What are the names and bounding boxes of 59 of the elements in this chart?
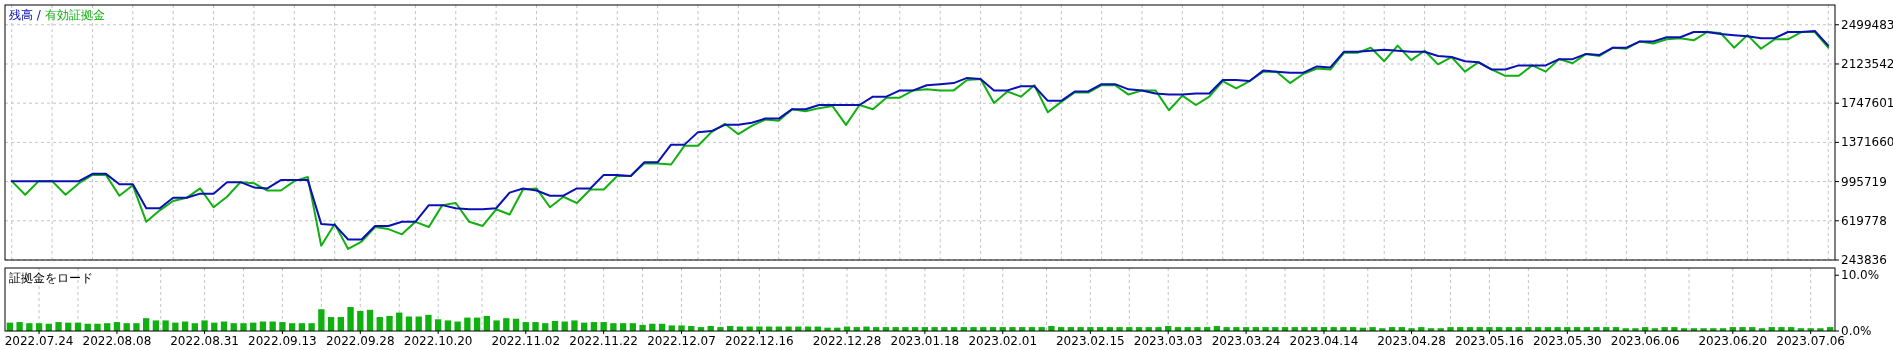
bar: [55, 322, 62, 331]
bar: [201, 320, 208, 331]
y-tick-label: 995719: [1841, 174, 1887, 189]
bar: [357, 310, 364, 331]
bar: [94, 323, 101, 331]
x-tick-label: 2022.07.24: [4, 334, 74, 348]
y-tick-label: 619778: [1841, 213, 1887, 228]
x-tick-label: 2023.04.14: [1289, 334, 1359, 348]
bar: [425, 314, 432, 331]
y-tick-label: 243836: [1841, 253, 1887, 267]
bar: [162, 320, 169, 331]
bar: [16, 322, 23, 331]
bar: [444, 320, 452, 331]
title: 証拠金をロード: [9, 271, 93, 285]
bar: [386, 315, 393, 331]
x-tick-label: 2022.08.31: [170, 334, 239, 348]
bar: [240, 323, 247, 331]
y-tick-label: 2499483: [1841, 17, 1893, 32]
y-tick-label: 1371660: [1841, 135, 1893, 150]
x-tick-label: 2023.05.16: [1455, 334, 1524, 348]
x-tick-label: 2023.02.15: [1055, 334, 1125, 348]
y-tick-label: 2123542: [1841, 56, 1893, 71]
bar: [152, 320, 160, 331]
x-tick-label: 2023.04.28: [1377, 334, 1446, 348]
x-tick-label: 2022.08.08: [82, 334, 152, 348]
x-tick-label: 2022.12.07: [647, 334, 716, 348]
x-tick-label: 2022.10.20: [403, 334, 473, 348]
bar: [366, 309, 374, 331]
bar: [532, 322, 539, 331]
bar: [347, 307, 354, 331]
bar: [279, 322, 286, 331]
bar: [133, 323, 140, 331]
bar: [454, 321, 461, 331]
bar: [172, 322, 179, 331]
x-tick-label: 2022.12.16: [725, 334, 794, 348]
legend: 残高 / 有効証拠金: [9, 8, 105, 22]
x-tick-label: 2023.01.18: [890, 334, 960, 348]
bar: [571, 320, 578, 331]
x-tick-label: 2022.11.22: [569, 334, 638, 348]
x-tick-label: 2023.03.03: [1133, 334, 1203, 348]
bar: [639, 324, 646, 331]
bar: [610, 323, 617, 331]
x-tick-label: 2022.11.02: [491, 334, 561, 348]
x-tick-label: 2023.05.30: [1532, 334, 1602, 348]
x-tick-label: 2022.09.28: [325, 334, 395, 348]
x-tick-label: 2022.12.28: [812, 334, 882, 348]
x-tick-label: 2023.06.20: [1698, 334, 1768, 348]
y-tick-label: 10.0%: [1841, 268, 1880, 283]
bar: [493, 320, 500, 331]
y-tick-label: 1747601: [1841, 96, 1893, 111]
bar: [600, 322, 607, 331]
bar: [318, 309, 325, 331]
bar: [308, 323, 315, 331]
x-tick-label: 2023.06.06: [1610, 334, 1680, 348]
bar: [464, 317, 471, 331]
x-tick-label: 2022.09.13: [248, 334, 317, 348]
bar: [678, 325, 685, 331]
x-tick-label: 2023.03.24: [1211, 334, 1281, 348]
x-tick-label: 2023.02.01: [968, 334, 1038, 348]
